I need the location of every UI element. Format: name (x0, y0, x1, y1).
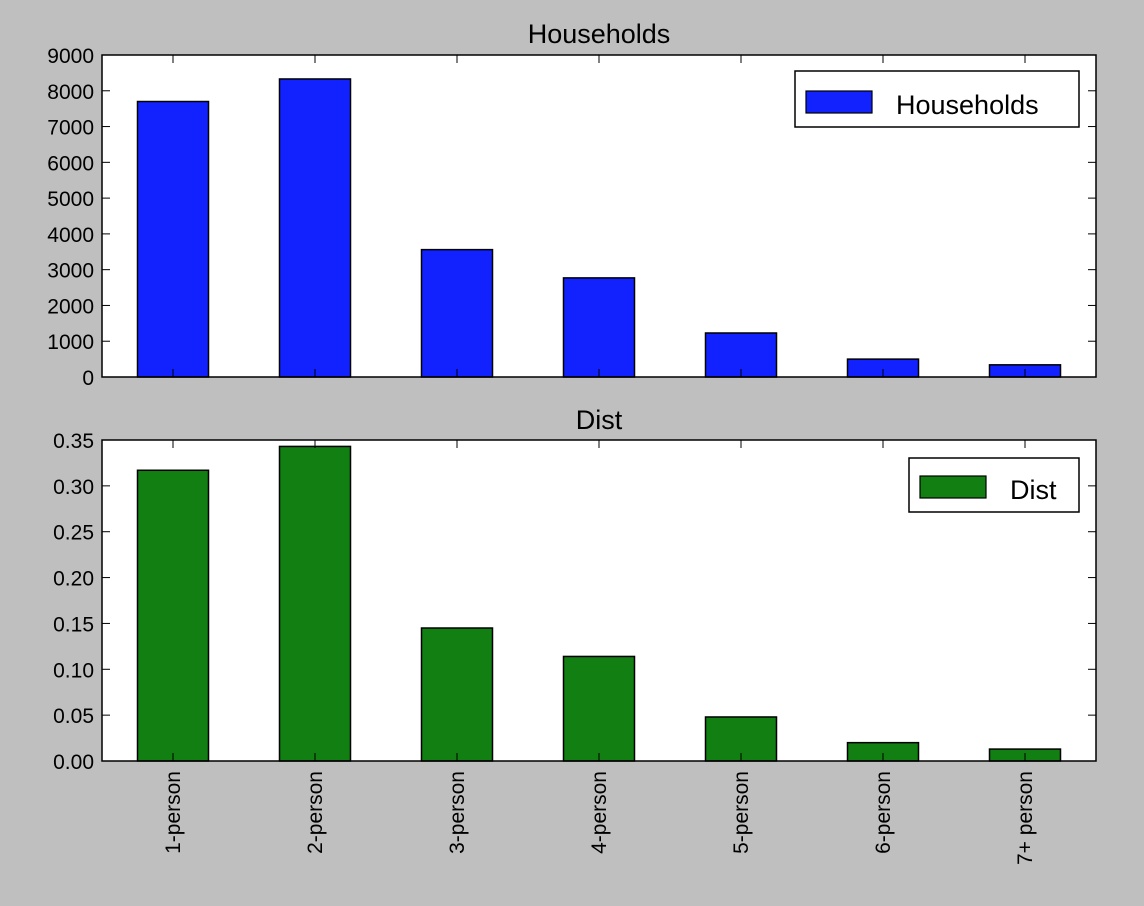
dist-bars (136, 445, 1062, 762)
households-bars (136, 78, 1062, 378)
y-tick-label: 5000 (47, 188, 94, 211)
bar-3-person (420, 627, 494, 762)
x-tick-label: 4-person (588, 771, 611, 854)
x-tick-label: 1-person (162, 771, 185, 854)
y-tick-label: 9000 (47, 45, 94, 68)
bar-4-person (562, 655, 636, 762)
y-tick-label: 0.05 (53, 705, 94, 728)
bar-1-person (136, 100, 210, 378)
bar-5-person (704, 716, 778, 762)
dist-legend: Dist (908, 457, 1080, 513)
y-tick-label: 0.30 (53, 476, 94, 499)
dist-legend-swatch (919, 475, 987, 499)
y-tick-label: 8000 (47, 81, 94, 104)
bar-3-person (420, 248, 494, 378)
x-tick-label: 2-person (304, 771, 327, 854)
households-x-axis (172, 55, 1026, 377)
households-y-axis: 0 1000 2000 3000 4000 5000 6000 7000 8000 9000 (47, 45, 1096, 390)
households-legend-swatch (805, 90, 873, 114)
dist-plot-frame (101, 439, 1097, 762)
households-plot-frame (101, 54, 1097, 378)
y-tick-label: 3000 (47, 260, 94, 283)
dist-legend-label: Dist (1010, 475, 1057, 505)
y-tick-label: 0.10 (53, 659, 94, 682)
households-legend: Households (794, 70, 1080, 128)
y-tick-label: 0.25 (53, 522, 94, 545)
households-chart-title: Households (528, 19, 671, 49)
y-tick-label: 0.15 (53, 613, 94, 636)
bar-2-person (278, 445, 352, 762)
y-tick-label: 0.00 (53, 751, 94, 774)
x-tick-label: 7+ person (1014, 771, 1037, 865)
households-legend-label: Households (896, 90, 1039, 120)
bar-1-person (136, 469, 210, 762)
y-tick-label: 0.20 (53, 568, 94, 591)
y-tick-label: 6000 (47, 152, 94, 175)
category-labels: 1-person 2-person 3-person 4-person 5-person… (162, 771, 1037, 865)
households-chart: Households 0 1000 2000 3000 4000 5000 6000 7000… (47, 19, 1097, 390)
y-tick-label: 2000 (47, 295, 94, 318)
y-tick-label: 4000 (47, 224, 94, 247)
x-tick-label: 6-person (872, 771, 895, 854)
y-tick-label: 7000 (47, 117, 94, 140)
dist-x-axis (172, 440, 1026, 761)
x-tick-label: 5-person (730, 771, 753, 854)
dist-chart-title: Dist (576, 405, 623, 435)
x-tick-label: 3-person (446, 771, 469, 854)
bar-2-person (278, 78, 352, 378)
bar-4-person (562, 277, 636, 378)
y-tick-label: 1000 (47, 331, 94, 354)
dist-chart: Dist 0.00 0.05 0.10 0.15 0.20 0.25 0.30 0.35 1-… (53, 405, 1097, 865)
y-tick-label: 0 (82, 367, 94, 390)
dist-y-axis: 0.00 0.05 0.10 0.15 0.20 0.25 0.30 0.35 (53, 430, 1096, 774)
y-tick-label: 0.35 (53, 430, 94, 453)
